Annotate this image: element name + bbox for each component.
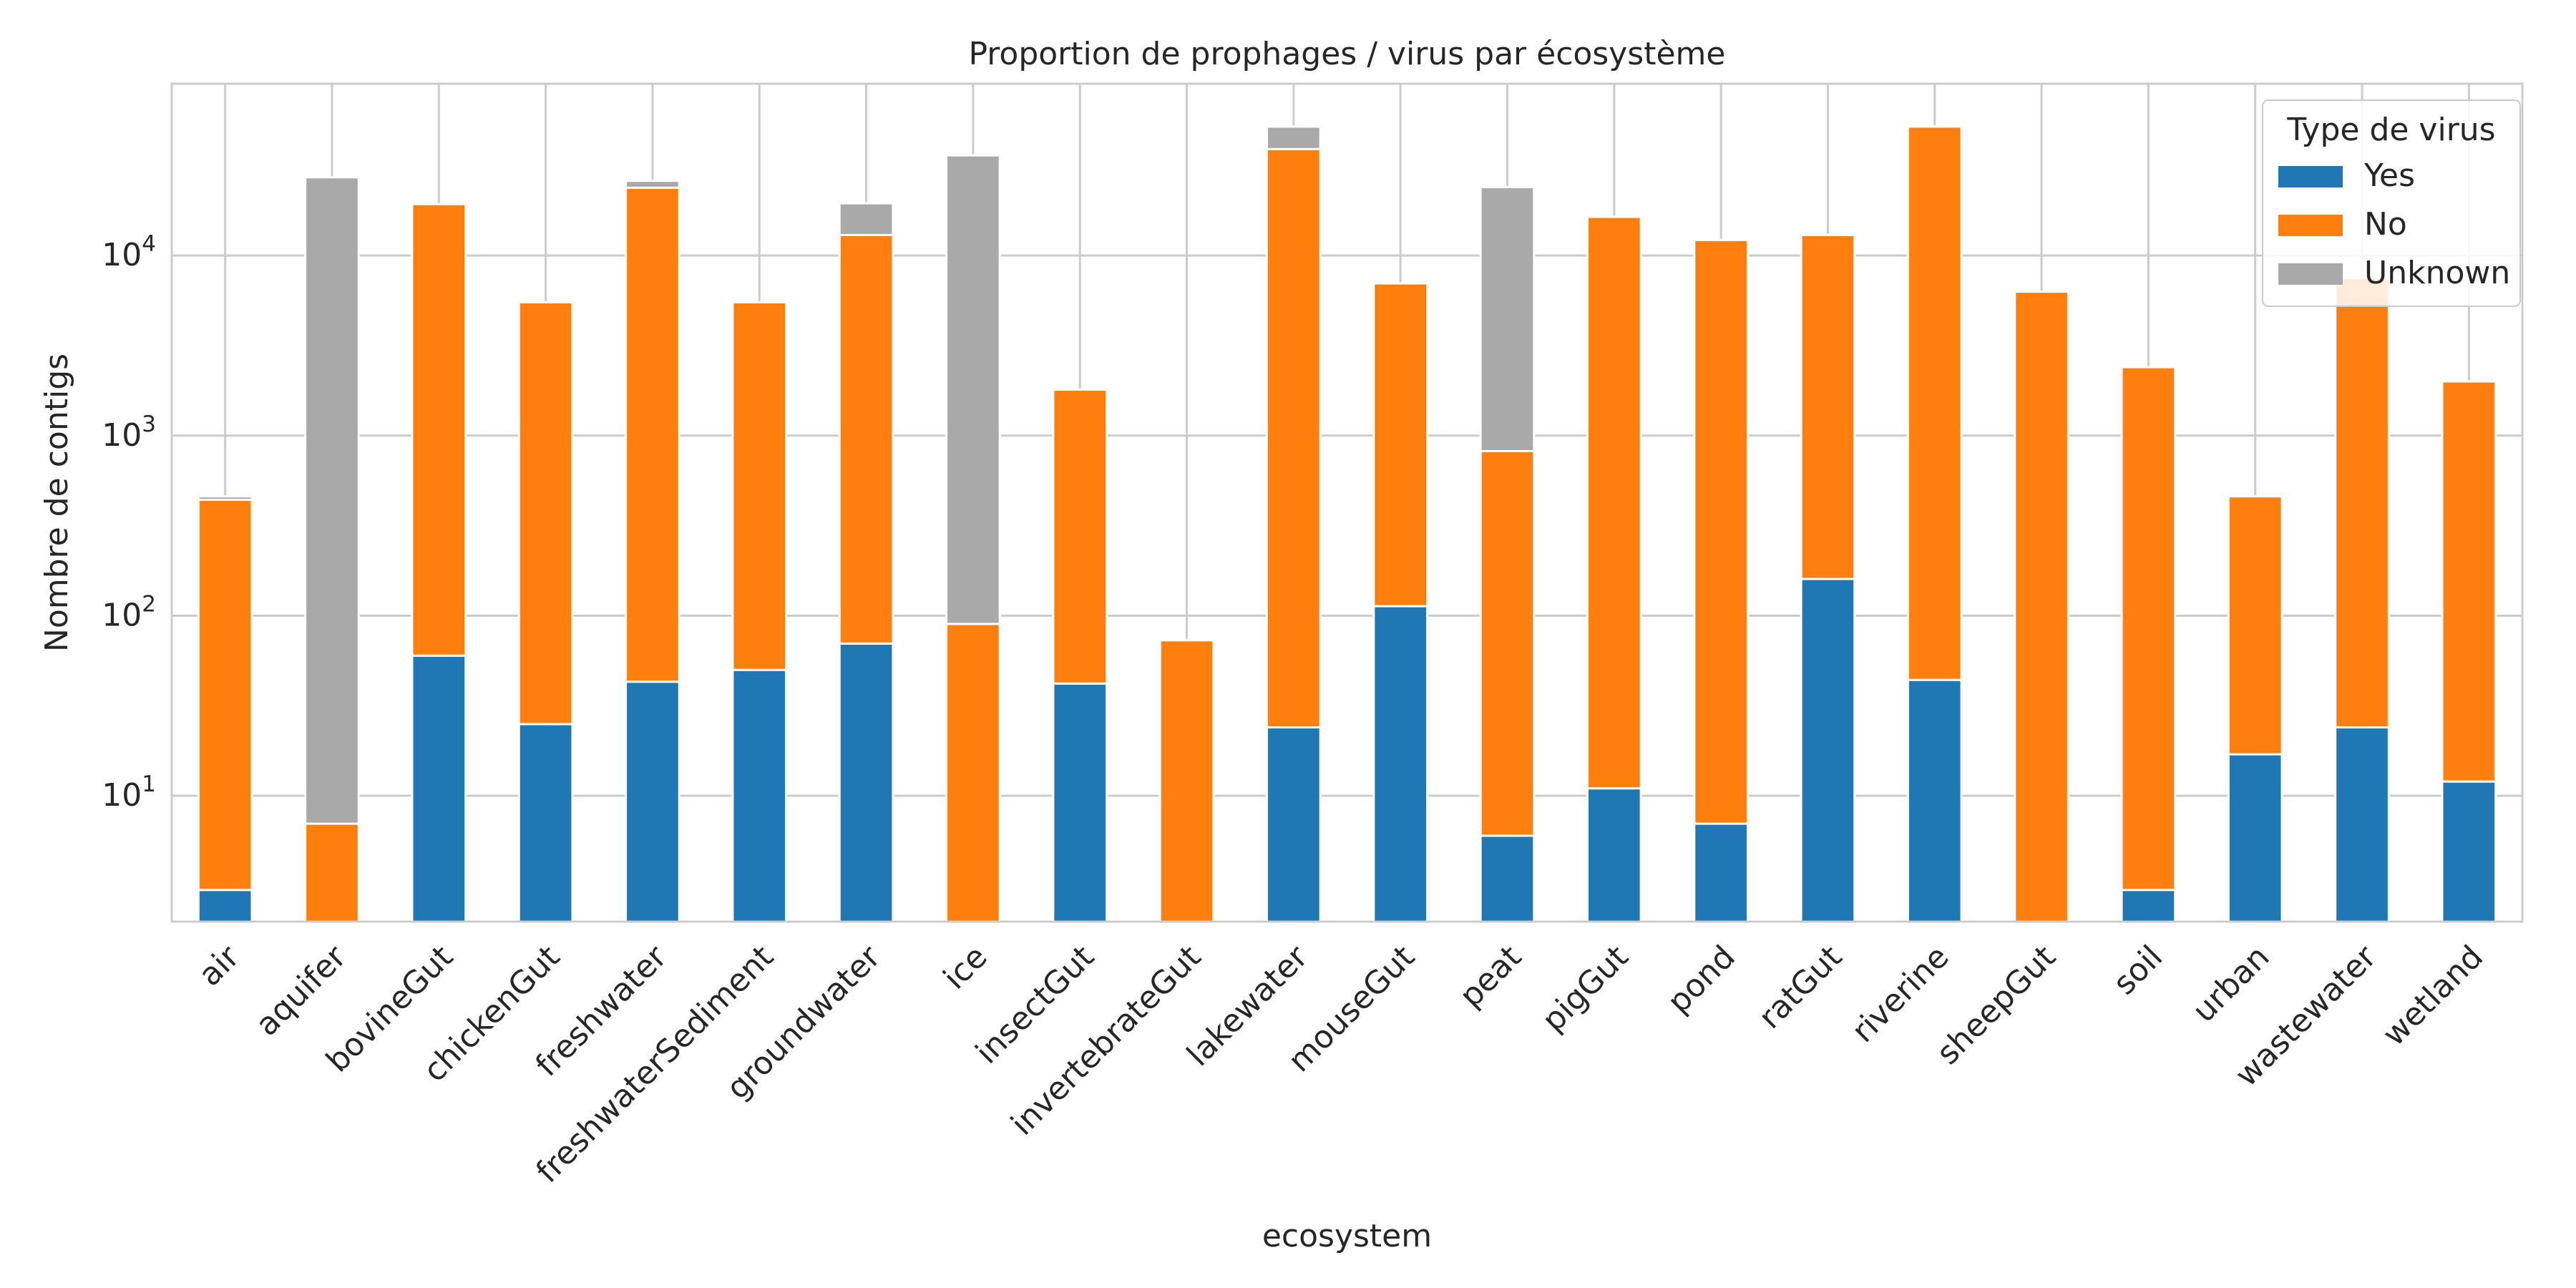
legend-label-unknown: Unknown (2364, 255, 2510, 291)
bar-segment-no-groundwater (838, 233, 894, 645)
legend-box (2262, 99, 2521, 307)
bar-segment-unknown-peat (1479, 185, 1536, 452)
bar-segment-yes-pigGut (1586, 787, 1642, 923)
bar-segment-yes-peat (1479, 834, 1536, 923)
bar-segment-yes-ratGut (1800, 577, 1856, 923)
bar-segment-yes-lakewater (1266, 726, 1322, 923)
bar-segment-yes-insectGut (1052, 682, 1108, 923)
bar-segment-no-ice (945, 623, 1001, 923)
legend-swatch-no (2278, 215, 2343, 236)
legend: Type de virus Yes No Unknown (2262, 99, 2521, 307)
bar-segment-yes-groundwater (838, 642, 894, 923)
bar-segment-no-pond (1693, 238, 1749, 825)
x-axis-label: ecosystem (1262, 1218, 1432, 1254)
bar-segment-yes-air (197, 889, 253, 923)
bar-segment-no-pigGut (1586, 215, 1642, 790)
legend-items: Yes No Unknown (2278, 157, 2510, 291)
legend-swatch-unknown (2278, 263, 2343, 285)
bar-segment-no-bovineGut (411, 203, 467, 657)
bar-segment-no-air (197, 499, 253, 892)
bar-segment-no-wastewater (2334, 277, 2390, 728)
bar-segment-no-lakewater (1266, 147, 1322, 728)
y-axis-label: Nombre de contigs (39, 353, 75, 652)
bar-segment-yes-urban (2227, 753, 2283, 923)
bar-segment-unknown-air (197, 495, 253, 502)
bar-segment-no-invertebrateGut (1158, 639, 1215, 923)
bar-segment-unknown-lakewater (1266, 125, 1322, 150)
bars (197, 125, 2497, 923)
bar-segment-yes-soil (2120, 889, 2177, 923)
bar-segment-no-mouseGut (1372, 282, 1428, 608)
y-tick-label: 102 (102, 591, 156, 633)
bar-segment-unknown-ice (945, 154, 1001, 625)
legend-label-yes: Yes (2363, 157, 2415, 194)
bar-segment-no-urban (2227, 495, 2283, 756)
bar-segment-yes-pond (1693, 822, 1749, 923)
bar-segment-no-freshwater (625, 186, 680, 683)
y-tick-label: 101 (102, 771, 156, 814)
legend-title: Type de virus (2286, 112, 2495, 148)
bar-segment-no-peat (1479, 449, 1536, 837)
bar-segment-yes-freshwaterSediment (731, 668, 788, 923)
y-tick-label: 103 (102, 411, 156, 454)
bar-segment-unknown-groundwater (838, 202, 894, 236)
bar-segment-unknown-freshwater (625, 180, 680, 189)
bar-segment-no-wetland (2441, 380, 2497, 783)
bar-segment-yes-wetland (2441, 780, 2497, 923)
y-tick-label: 104 (102, 231, 156, 273)
bar-segment-yes-mouseGut (1372, 605, 1428, 923)
legend-label-no: No (2364, 206, 2407, 243)
bar-segment-no-freshwaterSediment (731, 301, 788, 671)
bar-segment-no-insectGut (1052, 389, 1108, 685)
bar-segment-no-riverine (1906, 125, 1963, 681)
legend-swatch-yes (2278, 166, 2343, 187)
bar-segment-no-chickenGut (517, 301, 574, 726)
bar-segment-unknown-aquifer (304, 176, 360, 825)
bar-segment-yes-wastewater (2334, 726, 2390, 923)
bar-segment-yes-freshwater (625, 680, 680, 923)
bar-segment-no-soil (2120, 366, 2177, 892)
bar-segment-no-aquifer (304, 822, 360, 923)
bar-segment-yes-bovineGut (411, 654, 467, 923)
chart-title: Proportion de prophages / virus par écos… (969, 36, 1726, 72)
bar-segment-no-ratGut (1800, 233, 1856, 580)
bar-segment-yes-riverine (1906, 678, 1963, 923)
plot-frame (170, 82, 2524, 923)
y-axis-ticks: 101 102 103 104 (102, 231, 156, 814)
bar-segment-no-sheepGut (2014, 291, 2069, 923)
bar-segment-yes-chickenGut (517, 723, 574, 923)
